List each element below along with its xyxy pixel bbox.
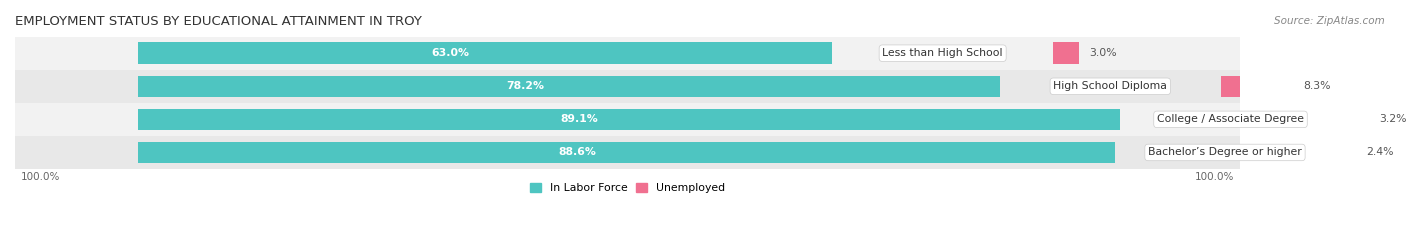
Text: 100.0%: 100.0% [21,172,60,182]
Text: 8.3%: 8.3% [1303,81,1331,91]
Bar [15,70,1240,103]
Text: 100.0%: 100.0% [1195,172,1234,182]
Text: High School Diploma: High School Diploma [1053,81,1167,91]
Bar [1053,42,1080,64]
Text: EMPLOYMENT STATUS BY EDUCATIONAL ATTAINMENT IN TROY: EMPLOYMENT STATUS BY EDUCATIONAL ATTAINM… [15,15,422,28]
Bar [138,75,1000,97]
Text: 3.0%: 3.0% [1090,48,1116,58]
Bar [1220,75,1294,97]
Text: Source: ZipAtlas.com: Source: ZipAtlas.com [1274,16,1385,26]
Text: 2.4%: 2.4% [1367,147,1393,158]
Text: College / Associate Degree: College / Associate Degree [1157,114,1303,124]
Bar [138,142,1115,163]
Bar [1336,142,1357,163]
Bar [15,37,1240,70]
Text: Bachelor’s Degree or higher: Bachelor’s Degree or higher [1149,147,1302,158]
Text: 89.1%: 89.1% [561,114,599,124]
Bar [15,103,1240,136]
Text: 3.2%: 3.2% [1379,114,1406,124]
Bar [1341,109,1369,130]
Text: Less than High School: Less than High School [883,48,1002,58]
Text: 63.0%: 63.0% [432,48,470,58]
Bar [15,136,1240,169]
Text: 88.6%: 88.6% [558,147,596,158]
Text: 78.2%: 78.2% [506,81,544,91]
Bar [138,109,1121,130]
Bar [138,42,832,64]
Legend: In Labor Force, Unemployed: In Labor Force, Unemployed [526,179,730,197]
